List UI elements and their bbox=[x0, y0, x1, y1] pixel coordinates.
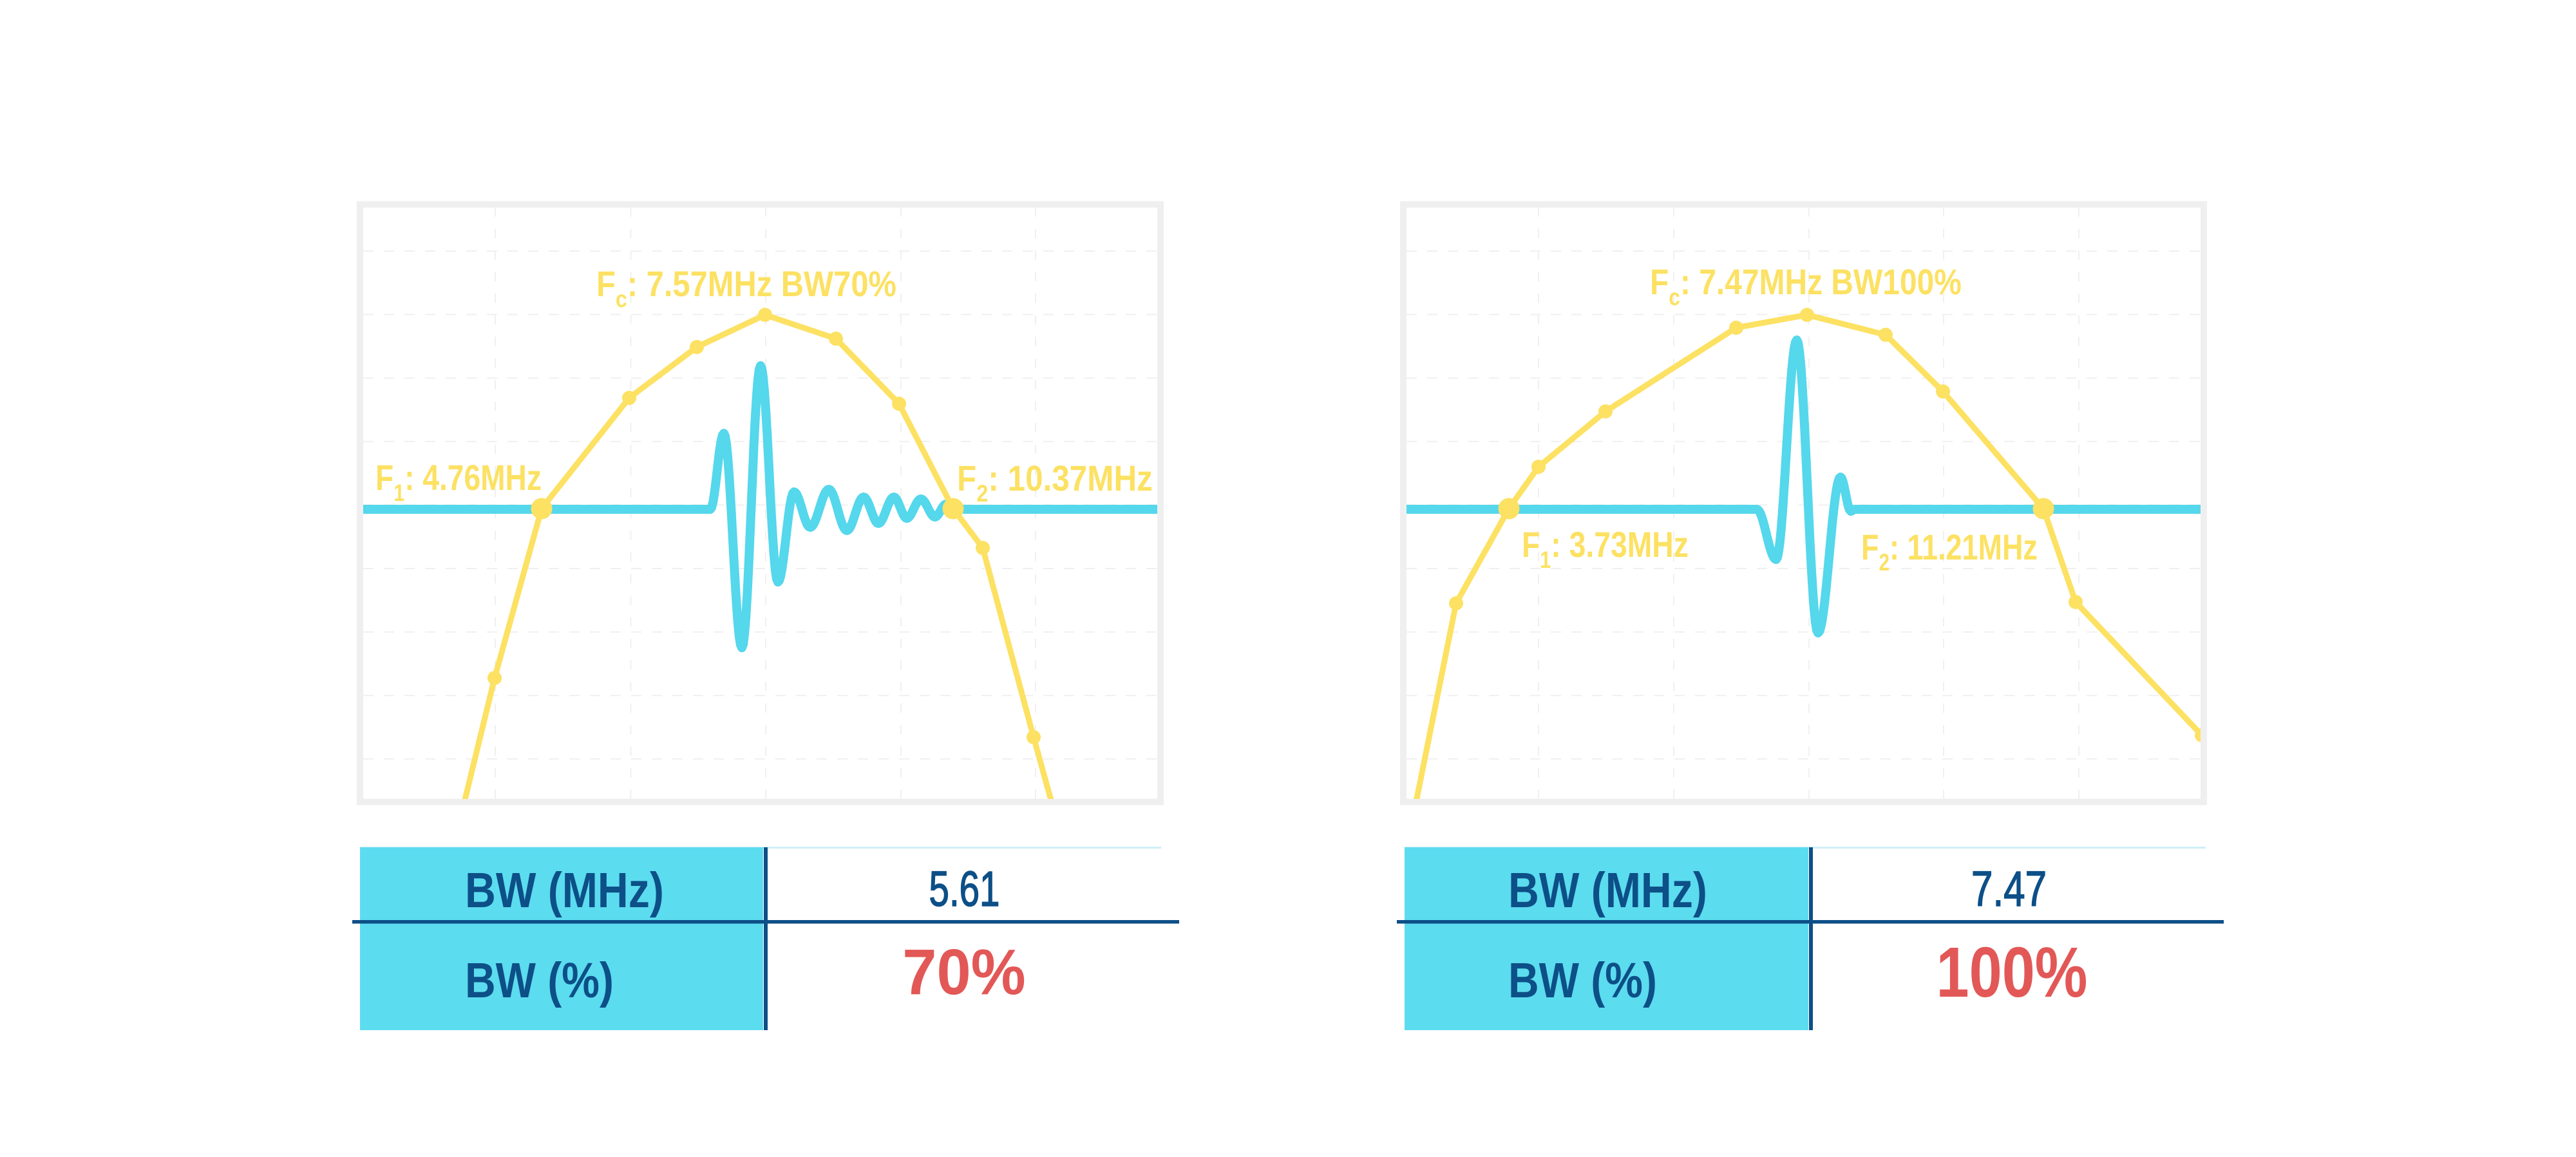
svg-text:5.61: 5.61 bbox=[929, 862, 1000, 917]
svg-text:BW (%): BW (%) bbox=[465, 953, 614, 1008]
svg-text:F1: 3.73MHz: F1: 3.73MHz bbox=[1522, 524, 1689, 574]
svg-text:F2: 10.37MHz: F2: 10.37MHz bbox=[957, 458, 1153, 507]
svg-text:BW (MHz): BW (MHz) bbox=[465, 863, 664, 918]
svg-text:Fc: 7.47MHz BW100%: Fc: 7.47MHz BW100% bbox=[1650, 263, 1962, 311]
svg-text:70%: 70% bbox=[902, 936, 1026, 1008]
svg-text:BW (%): BW (%) bbox=[1508, 953, 1657, 1008]
svg-text:F1: 4.76MHz: F1: 4.76MHz bbox=[375, 458, 542, 507]
svg-text:BW (MHz): BW (MHz) bbox=[1508, 863, 1707, 918]
svg-text:100%: 100% bbox=[1937, 933, 2088, 1012]
svg-text:7.47: 7.47 bbox=[1971, 861, 2047, 917]
svg-text:Fc: 7.57MHz BW70%: Fc: 7.57MHz BW70% bbox=[596, 264, 896, 313]
